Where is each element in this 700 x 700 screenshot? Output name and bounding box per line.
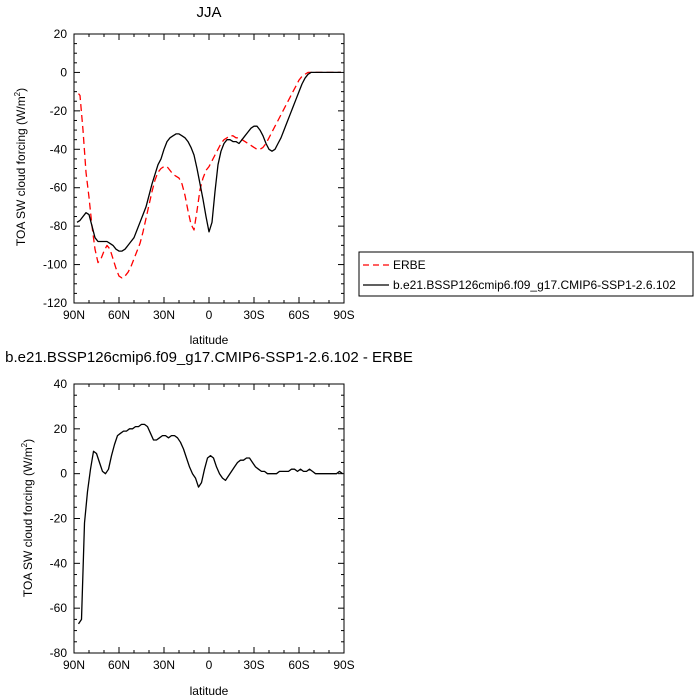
chart0-x-tick-label: 0 [206,308,213,322]
chart1-y-tick-label: 20 [54,422,68,436]
top-panel: JJA 90N 60N 30N 0 30S 60S 90S -120 -100 -80 -60 -40… [13,4,694,347]
top-y-axis-title: TOA SW cloud forcing (W/m2) [13,88,28,246]
top-chart-title: JJA [196,4,221,21]
chart1-y-tick-label: 0 [60,467,67,481]
chart0-x-tick-label: 30N [153,308,175,322]
chart0-y-tick-label: -60 [50,181,68,195]
chart0-y-tick-label: -80 [50,219,68,233]
chart0-series-0-line [77,71,341,279]
chart1-y-tick-label: -40 [50,556,68,570]
chart1-y-tick-label: 40 [54,377,68,391]
chart1-y-tick-label: -60 [50,601,68,615]
bottom-plot-area: 90N 60N 30N 0 30S 60S 90S -80 -60 -40 -20 0 20 40 [50,377,355,672]
bottom-panel: b.e21.BSSP126cmip6.f09_g17.CMIP6-SSP1-2.… [5,349,413,698]
legend-box [358,251,694,297]
top-plot-area: 90N 60N 30N 0 30S 60S 90S -120 -100 -80 -60 -40 -20 0… [43,27,355,322]
chart0-y-tick-label: -100 [43,258,67,272]
chart0-x-tick-label: 90S [333,308,354,322]
legend-label-erbe: ERBE [393,258,426,272]
chart1-x-tick-label: 90N [63,658,85,672]
chart0-y-tick-label: -120 [43,296,67,310]
chart1-x-tick-label: 60S [288,658,309,672]
legend-label-model: b.e21.BSSP126cmip6.f09_g17.CMIP6-SSP1-2.… [393,278,676,292]
legend: ERBE b.e21.BSSP126cmip6.f09_g17.CMIP6-SS… [358,251,694,297]
chart1-x-tick-label: 60N [108,658,130,672]
chart0-x-tick-label: 60S [288,308,309,322]
chart1-plot-frame [73,383,345,654]
chart0-y-tick-label: 0 [60,65,67,79]
chart0-x-tick-label: 30S [243,308,264,322]
chart1-x-tick-label: 30S [243,658,264,672]
bottom-x-axis-title: latitude [190,684,229,698]
chart1-y-tick-label: -20 [50,512,68,526]
chart1-x-tick-label: 0 [206,658,213,672]
chart0-x-tick-label: 90N [63,308,85,322]
chart1-x-tick-label: 90S [333,658,354,672]
chart0-series-1-line [76,71,341,252]
top-x-axis-title: latitude [190,333,229,347]
chart0-y-tick-label: -20 [50,104,68,118]
bottom-chart-title: b.e21.BSSP126cmip6.f09_g17.CMIP6-SSP1-2.… [5,349,413,366]
chart0-y-tick-label: 20 [54,27,68,41]
chart1-series-0-line [77,423,343,625]
chart0-y-tick-label: -40 [50,142,68,156]
chart0-x-tick-label: 60N [108,308,130,322]
chart1-x-tick-label: 30N [153,658,175,672]
chart1-y-tick-label: -80 [50,646,68,660]
bottom-y-axis-title: TOA SW cloud forcing (W/m2) [20,439,35,597]
